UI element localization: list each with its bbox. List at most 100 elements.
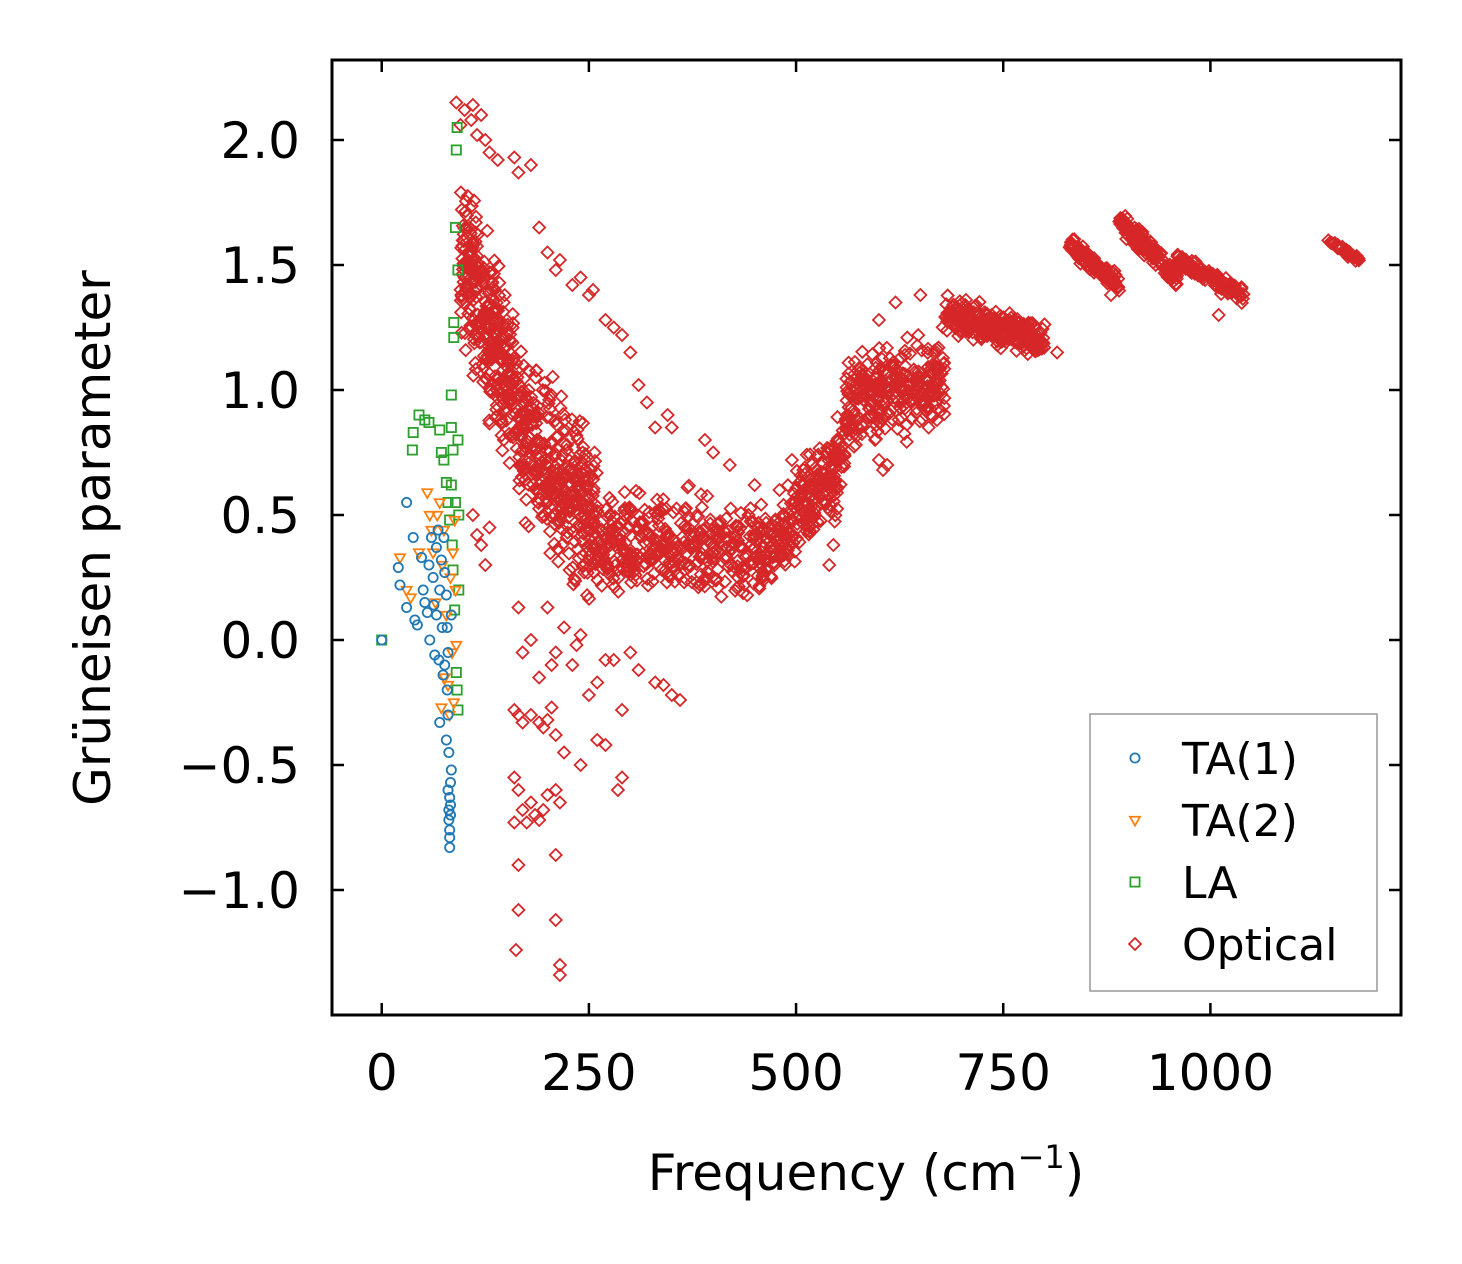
optical-point <box>507 390 523 406</box>
optical-point <box>855 362 870 377</box>
optical-point <box>644 519 660 535</box>
optical-point <box>611 570 626 585</box>
optical-point <box>920 398 936 414</box>
optical-point <box>974 331 989 347</box>
optical-point <box>468 268 484 283</box>
optical-point <box>939 323 955 338</box>
optical-point <box>548 262 563 278</box>
optical-point <box>676 534 692 550</box>
optical-point <box>721 523 736 539</box>
optical-point <box>502 332 517 348</box>
optical-point <box>1339 242 1354 258</box>
ta-2-point <box>447 698 461 710</box>
optical-point <box>551 515 567 531</box>
optical-point <box>562 562 577 578</box>
optical-point <box>598 652 613 668</box>
optical-point <box>877 421 893 436</box>
optical-point <box>753 497 769 512</box>
optical-point <box>755 550 771 565</box>
optical-point <box>670 539 686 554</box>
optical-point <box>755 564 770 579</box>
ta-1-point <box>445 609 457 621</box>
optical-point <box>802 447 818 462</box>
optical-point <box>623 528 638 544</box>
la-point <box>451 122 463 134</box>
optical-point <box>489 347 505 362</box>
optical-point <box>507 150 522 165</box>
optical-point <box>801 510 817 525</box>
ta-1-point <box>415 552 427 564</box>
optical-point <box>958 292 974 308</box>
optical-point <box>457 270 473 286</box>
optical-point <box>896 398 911 414</box>
legend-marker-ta-1 <box>1129 752 1141 764</box>
optical-point <box>935 350 951 366</box>
optical-point <box>547 446 563 461</box>
optical-point <box>536 436 552 451</box>
optical-point <box>571 473 587 488</box>
optical-point <box>590 572 605 588</box>
plot-area <box>376 95 1367 983</box>
optical-point <box>515 459 531 475</box>
optical-point <box>631 662 646 678</box>
optical-point <box>495 382 511 397</box>
optical-point <box>787 554 802 569</box>
optical-point <box>623 645 638 660</box>
optical-point <box>566 472 582 488</box>
optical-point <box>681 557 697 573</box>
optical-point <box>648 535 664 551</box>
optical-point <box>522 451 537 466</box>
optical-point <box>532 434 548 449</box>
optical-point <box>480 223 495 238</box>
optical-point <box>789 463 805 479</box>
optical-point <box>821 557 837 573</box>
optical-point <box>539 511 555 527</box>
series-ta-2- <box>393 488 463 723</box>
optical-point <box>457 102 472 118</box>
optical-point <box>561 459 576 474</box>
optical-point <box>739 587 755 603</box>
optical-point <box>537 478 552 493</box>
ta-1-point <box>407 532 419 544</box>
optical-point <box>927 346 942 361</box>
ta-1-point <box>424 634 436 646</box>
optical-point <box>1168 277 1184 293</box>
optical-point <box>469 127 485 143</box>
optical-point <box>730 569 745 585</box>
optical-point <box>861 410 877 425</box>
optical-point <box>473 319 488 335</box>
optical-point <box>457 325 473 341</box>
la-point <box>445 479 457 491</box>
optical-point <box>790 516 805 532</box>
legend-label-ta-2: TA(2) <box>1181 796 1298 847</box>
optical-point <box>784 514 800 529</box>
optical-point <box>594 536 610 551</box>
optical-point <box>854 426 870 442</box>
optical-point <box>497 329 513 345</box>
ta-1-point <box>401 496 413 508</box>
optical-point <box>884 412 900 427</box>
optical-point <box>799 510 814 526</box>
optical-point <box>502 455 517 471</box>
optical-point <box>485 290 500 306</box>
optical-point <box>468 361 484 377</box>
optical-point <box>1346 249 1362 265</box>
ta-1-point <box>440 734 452 746</box>
optical-point <box>732 521 748 536</box>
optical-point <box>542 389 557 404</box>
optical-point <box>789 480 804 495</box>
optical-point <box>573 627 588 643</box>
optical-point <box>908 405 924 421</box>
optical-point <box>548 727 563 743</box>
optical-point <box>559 487 574 502</box>
optical-point <box>1140 236 1155 252</box>
ta-1-point <box>444 792 456 804</box>
optical-point <box>605 526 621 541</box>
ta-2-point <box>435 560 449 573</box>
optical-point <box>921 420 936 435</box>
optical-point <box>904 376 919 391</box>
ta-1-point <box>442 784 454 796</box>
optical-point <box>647 420 663 435</box>
optical-point <box>462 271 478 287</box>
optical-point <box>738 561 754 576</box>
